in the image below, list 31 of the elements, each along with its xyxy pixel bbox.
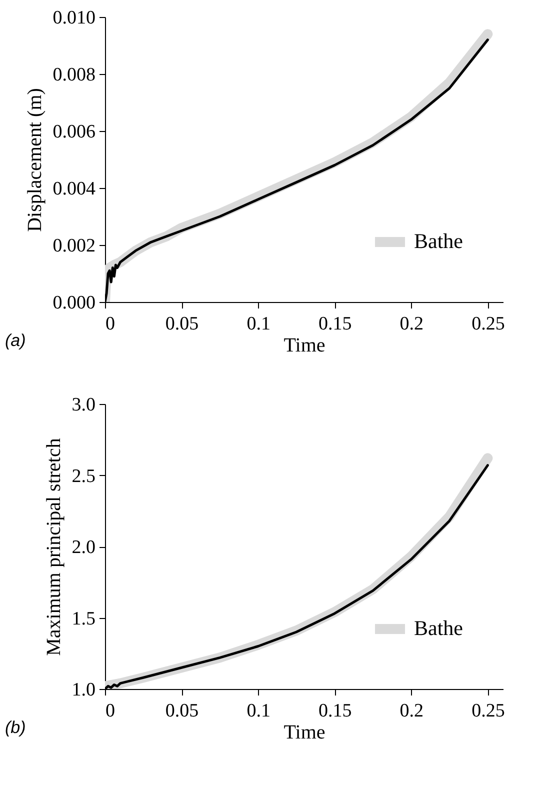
x-tick-label: 0.05 [165,314,199,334]
x-tick-label: 0 [106,700,115,722]
legend-label: Bathe [414,229,463,253]
text: (a) [5,331,26,350]
y-tick-label: 0.004 [52,178,96,200]
x-tick-label: 0.2 [400,314,424,334]
x-tick-label: 0.15 [318,700,352,722]
y-tick-label: 0.008 [52,64,96,86]
y-tick-label: 2.5 [72,466,96,487]
x-tick-label: 0.15 [318,314,352,334]
text: (b) [5,718,26,737]
y-axis-title: Displacement (m) [24,88,46,232]
x-tick-label: 0.25 [472,314,505,334]
y-axis-title: Maximum principal stretch [42,438,65,656]
y-tick-label: 0.010 [52,8,96,28]
y-tick-label: 0.000 [52,292,96,314]
y-tick-label: 1.0 [72,680,96,700]
x-axis-title: Time [284,722,326,744]
y-tick-label: 0.006 [52,122,96,142]
x-tick-label: 0.1 [246,700,270,722]
y-tick-label: 2.0 [72,537,96,558]
x-tick-label: 0.25 [472,700,505,722]
x-tick-label: 0.2 [400,700,424,722]
x-tick-label: 0.05 [165,700,199,722]
y-tick-label: 0.002 [52,236,96,256]
y-tick-label: 1.5 [72,608,96,630]
x-axis-title: Time [284,334,326,356]
x-tick-label: 0.1 [246,314,270,334]
x-tick-label: 0 [106,314,115,334]
y-tick-label: 3.0 [72,394,96,416]
legend-label: Bathe [414,616,463,640]
